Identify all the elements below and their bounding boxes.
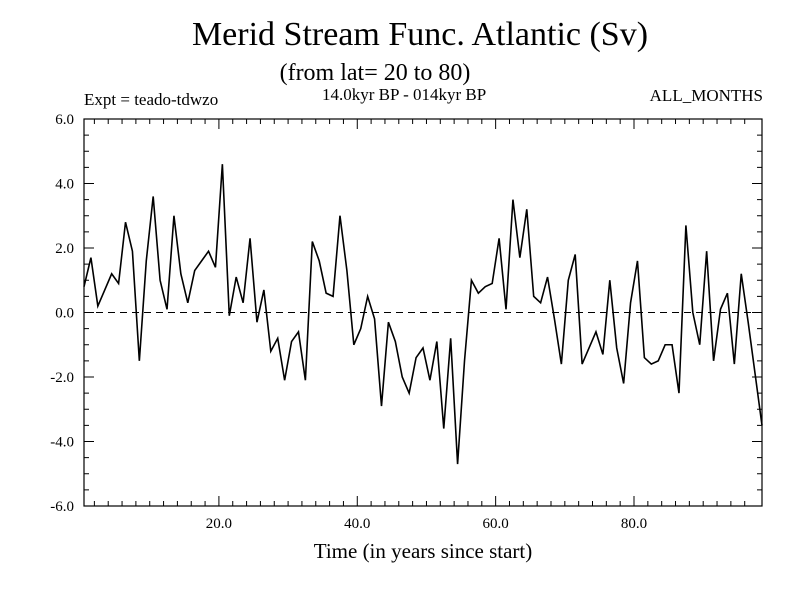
x-tick-label: 20.0	[206, 516, 232, 532]
months-label: ALL_MONTHS	[649, 86, 763, 105]
y-tick-label: 0.0	[55, 306, 74, 322]
y-tick-label: 2.0	[55, 241, 74, 257]
period-label: 14.0kyr BP - 014kyr BP	[322, 85, 487, 104]
chart-subtitle: (from lat= 20 to 80)	[279, 60, 471, 86]
x-tick-label: 80.0	[621, 516, 647, 532]
series-line	[83, 164, 763, 465]
plot-frame	[83, 118, 763, 507]
y-tick-label: -2.0	[50, 370, 74, 386]
x-tick-label: 40.0	[344, 516, 370, 532]
y-tick-label: -6.0	[50, 499, 74, 515]
experiment-label: Expt = teado-tdwzo	[84, 90, 219, 109]
y-tick-label: 6.0	[55, 112, 74, 128]
x-axis-label: Time (in years since start)	[313, 539, 533, 563]
y-tick-label: 4.0	[55, 177, 74, 193]
x-tick-label: 60.0	[483, 516, 509, 532]
chart-title: Merid Stream Func. Atlantic (Sv)	[191, 16, 649, 53]
y-tick-label: -4.0	[50, 435, 74, 451]
